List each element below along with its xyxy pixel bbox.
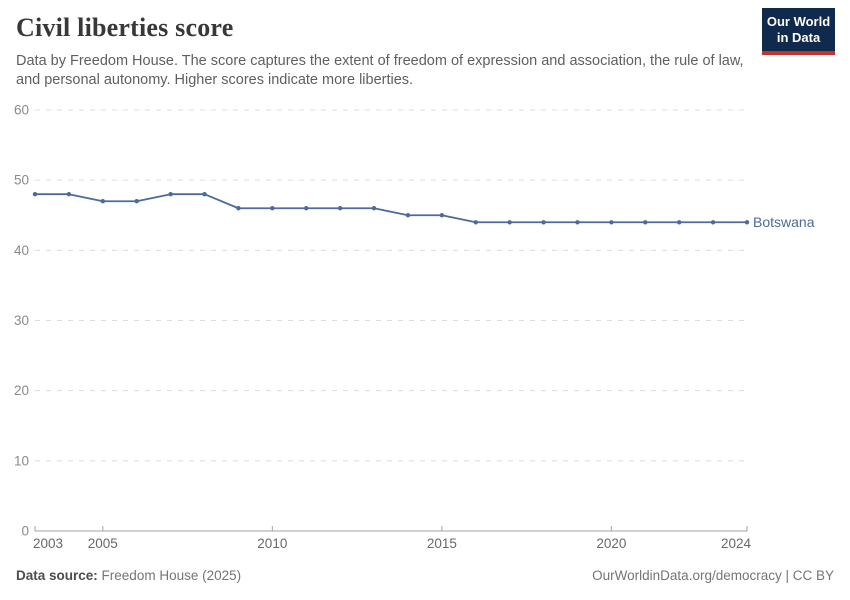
data-point[interactable] (575, 220, 580, 225)
series-end-label: Botswana (753, 214, 815, 230)
data-point[interactable] (168, 192, 173, 197)
y-axis-label: 40 (14, 243, 29, 258)
line-chart-svg[interactable]: 0 10 20 30 40 50 60 2003 2005 2010 2015 2020 2024 (0, 95, 850, 570)
data-point[interactable] (270, 206, 275, 211)
y-axis-label: 30 (14, 313, 29, 328)
y-axis-label: 20 (14, 383, 29, 398)
x-axis-label: 2015 (427, 536, 457, 551)
chart-footer: Data source: Freedom House (2025) OurWor… (16, 568, 834, 583)
owid-license-link[interactable]: OurWorldinData.org/democracy | CC BY (592, 568, 834, 583)
owid-logo-line1: Our World (766, 14, 831, 29)
data-source-value: Freedom House (2025) (101, 568, 242, 583)
x-axis-label: 2010 (257, 536, 287, 551)
data-point[interactable] (337, 206, 343, 211)
data-point[interactable] (710, 220, 716, 225)
data-point[interactable] (32, 192, 38, 197)
data-point[interactable] (507, 220, 512, 225)
x-axis-label: 2003 (33, 536, 63, 551)
data-source: Data source: Freedom House (2025) (16, 568, 241, 583)
y-axis-label: 0 (21, 524, 29, 539)
series-line-botswana[interactable] (34, 193, 748, 224)
data-point[interactable] (744, 220, 750, 225)
x-axis-label: 2024 (721, 536, 752, 551)
x-axis-label: 2020 (596, 536, 626, 551)
data-point[interactable] (405, 213, 411, 218)
data-point[interactable] (439, 213, 445, 218)
page-title: Civil liberties score (16, 13, 234, 42)
data-point[interactable] (236, 206, 241, 211)
x-axis-label: 2005 (88, 536, 118, 551)
data-point[interactable] (66, 192, 72, 197)
data-point[interactable] (100, 199, 106, 204)
data-point[interactable] (202, 192, 207, 197)
data-source-label: Data source: (16, 568, 98, 583)
data-point[interactable] (609, 220, 614, 225)
data-point[interactable] (371, 206, 377, 211)
chart-subtitle: Data by Freedom House. The score capture… (16, 53, 744, 88)
data-point[interactable] (473, 220, 478, 225)
y-axis-label: 50 (14, 173, 29, 188)
data-point[interactable] (541, 220, 546, 225)
y-axis-label: 60 (14, 103, 29, 118)
data-point[interactable] (643, 220, 648, 225)
owid-logo-line2: in Data (776, 30, 821, 45)
data-point[interactable] (676, 220, 682, 225)
data-point[interactable] (134, 199, 139, 204)
data-point[interactable] (304, 206, 309, 211)
owid-logo[interactable]: Our World in Data (762, 8, 835, 55)
y-axis-label: 10 (14, 453, 29, 468)
